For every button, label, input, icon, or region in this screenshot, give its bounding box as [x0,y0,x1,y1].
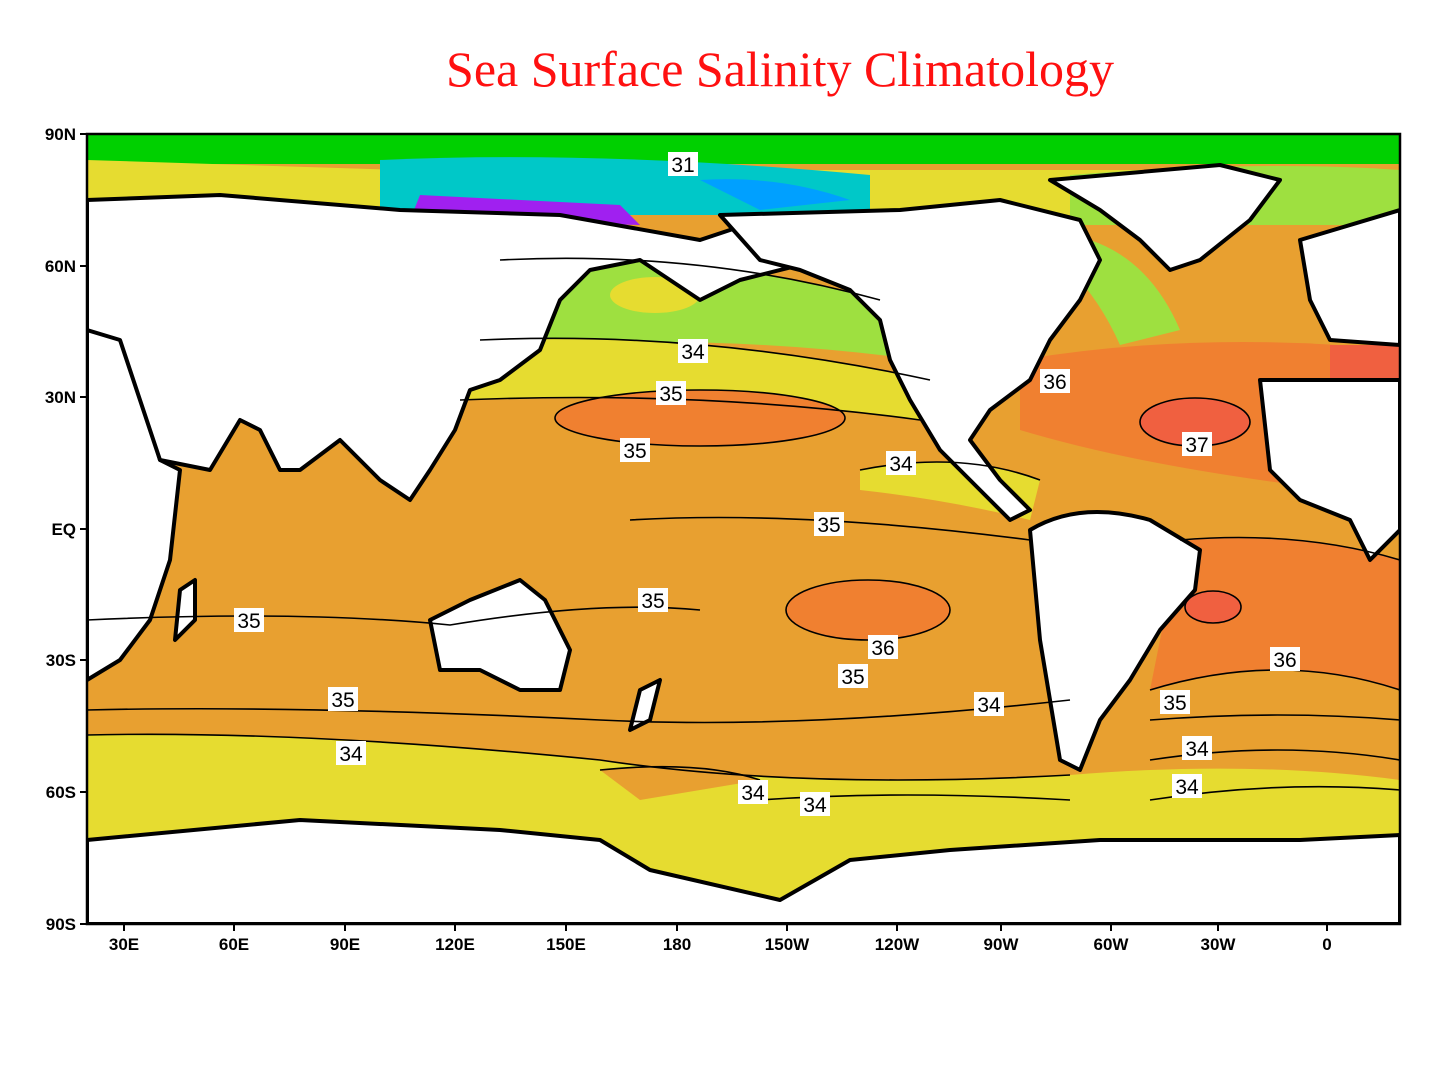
lon-label-60e: 60E [219,935,249,954]
svg-text:34: 34 [339,743,363,766]
map-field [87,134,1400,924]
lat-label-30s: 30S [46,651,76,670]
lat-label-60n: 60N [45,257,76,276]
contour-label-34-satl-b: 34 [1172,774,1202,799]
natl-max-37 [1140,398,1250,446]
contour-label-31: 31 [668,152,698,177]
south-america-land [1028,510,1202,772]
svg-text:34: 34 [977,694,1001,717]
contour-label-36-natl: 36 [1040,369,1070,394]
landmasses [87,163,1400,924]
lon-label-60w: 60W [1094,935,1130,954]
australia-land [428,578,572,692]
lon-label-150w: 150W [765,935,810,954]
contour-lines [87,257,1400,801]
greenland-land [1048,163,1282,272]
svg-text:35: 35 [659,383,682,406]
contour-label-35-sind: 35 [328,687,358,712]
svg-text:36: 36 [1273,649,1296,672]
contour-label-34-satl-a: 34 [1182,736,1212,761]
lon-label-30e: 30E [109,935,139,954]
contour-label-36-satl: 36 [1270,647,1300,672]
europe-land [1298,208,1400,347]
lon-label-90e: 90E [330,935,360,954]
lon-label-0: 0 [1322,935,1331,954]
svg-text:36: 36 [1043,371,1066,394]
north-america-land [718,198,1102,522]
svg-text:35: 35 [1163,692,1186,715]
contour-label-36-spac: 36 [868,635,898,660]
lon-label-120w: 120W [875,935,920,954]
lat-label-90n: 90N [45,125,76,144]
contour-label-35-spac: 35 [838,664,868,689]
svg-text:34: 34 [741,782,765,805]
madagascar-land [173,578,197,642]
southern-patch-35 [600,766,760,800]
svg-text:34: 34 [681,341,705,364]
lon-axis: 30E 60E 90E 120E 150E 180 150W 120W 90W … [109,924,1332,954]
lat-label-eq: EQ [51,520,76,539]
contour-label-35-npac-bottom: 35 [620,438,650,463]
svg-text:31: 31 [671,154,694,177]
west-africa-land [1258,378,1400,562]
svg-text:36: 36 [871,637,894,660]
svg-text:35: 35 [641,590,664,613]
svg-text:35: 35 [331,689,354,712]
lat-axis: 90N 60N 30N EQ 30S 60S 90S [45,125,87,934]
svg-text:35: 35 [817,514,840,537]
svg-text:35: 35 [237,610,260,633]
contour-label-34-sopac-b: 34 [800,792,830,817]
map-title: Sea Surface Salinity Climatology [446,41,1114,97]
svg-text:34: 34 [1185,738,1209,761]
satl-max-37 [1185,591,1241,623]
svg-text:34: 34 [1175,776,1199,799]
svg-text:35: 35 [841,666,864,689]
lat-label-90s: 90S [46,915,76,934]
contour-label-34-npac: 34 [678,339,708,364]
svg-text:34: 34 [803,794,827,817]
new-zealand-land [628,678,662,732]
spac-max-36 [786,580,950,640]
lon-label-90w: 90W [984,935,1020,954]
contour-label-34-sind: 34 [336,741,366,766]
contour-label-35-eq: 35 [814,512,844,537]
contour-label-37-natl: 37 [1182,432,1212,457]
contour-label-35-swpac: 35 [638,588,668,613]
contour-label-35-npac-top: 35 [656,381,686,406]
contour-value-labels: 31 34 35 35 34 35 35 35 36 35 36 37 36 3… [234,152,1300,817]
lon-label-180: 180 [663,935,691,954]
svg-text:35: 35 [623,440,646,463]
svg-text:37: 37 [1185,434,1208,457]
arctic-band-32 [87,134,1400,164]
satl-band-36 [1150,537,1400,690]
contour-label-35-satl: 35 [1160,690,1190,715]
contour-label-35-indian: 35 [234,608,264,633]
contour-label-34-etp: 34 [886,451,916,476]
lat-label-30n: 30N [45,388,76,407]
contour-label-34-spac-east: 34 [974,692,1004,717]
antarctica-land [87,818,1400,924]
lon-label-120e: 120E [435,935,475,954]
arctic-band-30 [700,179,850,210]
lat-label-60s: 60S [46,783,76,802]
contour-label-34-sopac-a: 34 [738,780,768,805]
svg-text:34: 34 [889,453,913,476]
lon-label-30w: 30W [1201,935,1237,954]
lon-label-150e: 150E [546,935,586,954]
